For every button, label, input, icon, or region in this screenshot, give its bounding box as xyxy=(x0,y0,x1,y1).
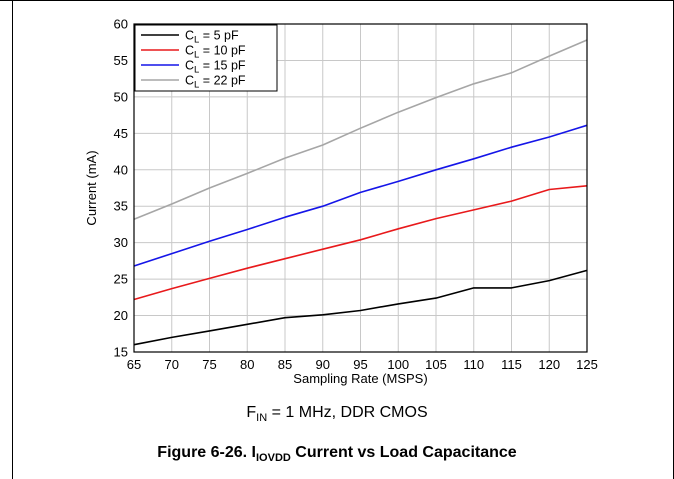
x-tick-label-9: 110 xyxy=(463,357,484,372)
legend-label-sub-2: L xyxy=(194,65,199,76)
plot-area-border xyxy=(133,23,588,353)
legend-label-sub-0: L xyxy=(194,35,199,46)
y-tick-label-7: 50 xyxy=(114,89,128,104)
legend-label-sub-3: L xyxy=(194,80,199,91)
x-tick-label-6: 95 xyxy=(353,357,367,372)
legend-label-rest-2: = 15 pF xyxy=(199,59,246,73)
legend-label-sub-1: L xyxy=(194,50,199,61)
y-tick-label-3: 30 xyxy=(114,235,128,250)
legend-label-1: CL = 10 pF xyxy=(185,44,246,61)
legend-label-main-2: C xyxy=(185,59,194,73)
x-tick-label-5: 90 xyxy=(316,357,330,372)
x-tick-label-10: 115 xyxy=(501,357,522,372)
chart-plot: 65 70 75 80 85 90 95 100 105 110 115 120 125 15 20 25 3… xyxy=(84,17,598,387)
frame-left-border xyxy=(12,0,13,479)
legend-label-rest-0: = 5 pF xyxy=(199,29,239,43)
x-tick-label-7: 100 xyxy=(387,357,409,372)
x-tick-label-8: 105 xyxy=(425,357,447,372)
y-tick-label-6: 45 xyxy=(114,126,128,141)
y-tick-label-8: 55 xyxy=(114,53,128,68)
legend-label-rest-1: = 10 pF xyxy=(199,44,246,58)
legend-label-2: CL = 15 pF xyxy=(185,59,246,76)
legend-label-main-0: C xyxy=(185,29,194,43)
x-tick-label-11: 120 xyxy=(538,357,560,372)
legend-label-rest-3: = 22 pF xyxy=(199,74,246,88)
caption-sub: IOVDD xyxy=(256,452,291,465)
legend-label-0: CL = 5 pF xyxy=(185,29,239,46)
series-line-3 xyxy=(133,39,588,221)
note-sub: IN xyxy=(256,412,268,425)
legend-label-main-3: C xyxy=(185,74,194,88)
series-line-0 xyxy=(133,269,588,346)
legend-label-3: CL = 22 pF xyxy=(185,74,246,91)
x-axis-label: Sampling Rate (MSPS) xyxy=(293,371,427,386)
series-lines xyxy=(133,39,588,346)
series-line-2 xyxy=(133,124,588,267)
y-tick-label-0: 15 xyxy=(114,345,128,360)
y-tick-labels: 15 20 25 30 35 40 45 50 55 60 xyxy=(114,17,128,360)
y-tick-label-9: 60 xyxy=(114,17,128,32)
note-rest: = 1 MHz, DDR CMOS xyxy=(267,404,428,421)
x-tick-label-4: 85 xyxy=(278,357,292,372)
series-line-1 xyxy=(133,185,588,301)
note-main: F xyxy=(246,404,257,421)
y-tick-label-5: 40 xyxy=(114,162,128,177)
caption-rest: Current vs Load Capacitance xyxy=(290,444,517,461)
y-tick-label-4: 35 xyxy=(114,199,128,214)
x-tick-label-0: 65 xyxy=(127,357,141,372)
frame-top-border xyxy=(0,0,674,1)
legend-label-main-1: C xyxy=(185,44,194,58)
x-tick-label-2: 75 xyxy=(202,357,216,372)
test-condition-note: FIN = 1 MHz, DDR CMOS xyxy=(0,404,674,424)
y-axis-label: Current (mA) xyxy=(84,150,99,225)
x-tick-label-12: 125 xyxy=(576,357,598,372)
y-tick-label-2: 25 xyxy=(114,272,128,287)
x-tick-label-1: 70 xyxy=(165,357,179,372)
caption-prefix: Figure 6-26. I xyxy=(157,444,256,461)
x-tick-label-3: 80 xyxy=(240,357,254,372)
figure-caption: Figure 6-26. IIOVDD Current vs Load Capa… xyxy=(0,444,674,464)
y-tick-label-1: 20 xyxy=(114,308,128,323)
x-tick-labels: 65 70 75 80 85 90 95 100 105 110 115 120 125 xyxy=(127,357,598,372)
